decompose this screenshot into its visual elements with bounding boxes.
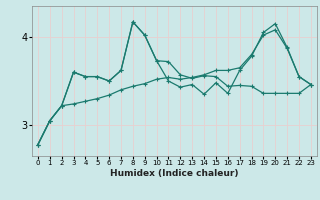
X-axis label: Humidex (Indice chaleur): Humidex (Indice chaleur) (110, 169, 239, 178)
